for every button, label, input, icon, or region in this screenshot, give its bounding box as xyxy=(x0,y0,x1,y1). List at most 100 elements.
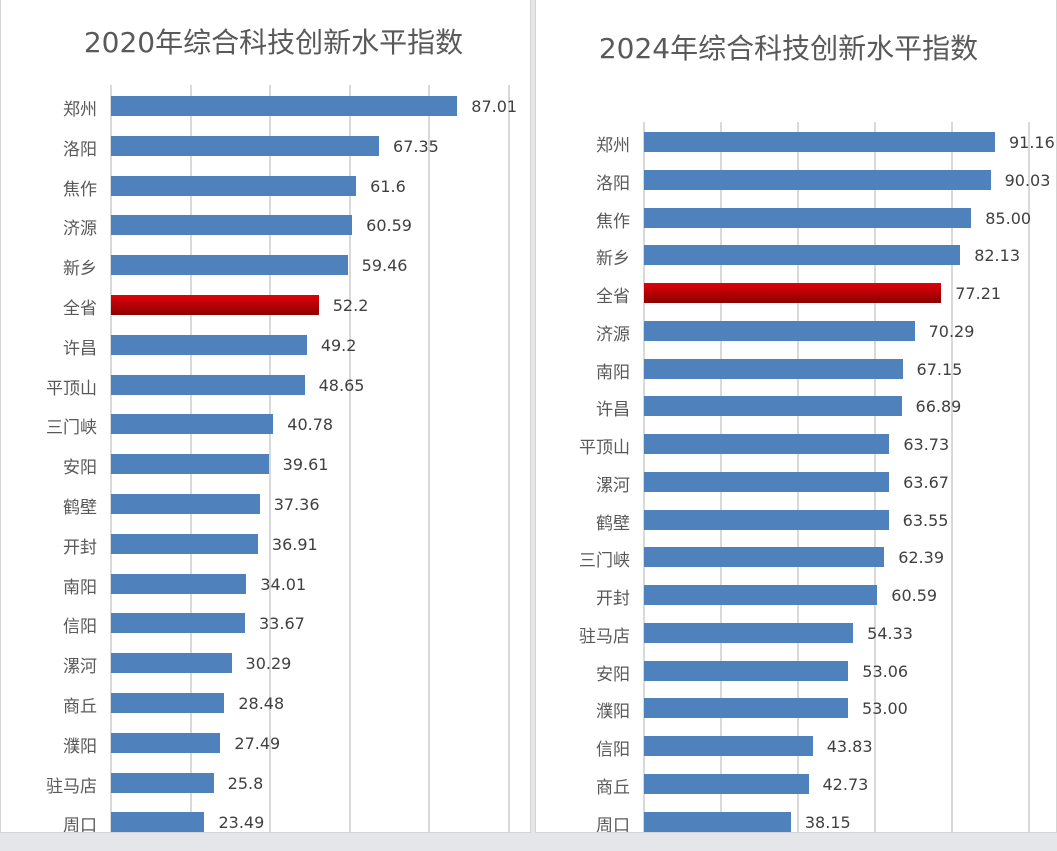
category-label: 濮阳 xyxy=(596,702,630,723)
data-label: 63.73 xyxy=(903,435,950,454)
category-label: 鹤壁 xyxy=(596,513,630,534)
bar xyxy=(644,358,903,379)
bar xyxy=(111,454,269,475)
bar xyxy=(111,334,307,355)
bar xyxy=(644,736,813,756)
bar xyxy=(644,207,972,228)
data-label: 87.01 xyxy=(471,97,518,116)
bar xyxy=(644,509,889,530)
category-label: 鹤壁 xyxy=(63,498,97,518)
data-label: 25.8 xyxy=(227,773,264,793)
category-label: 漯河 xyxy=(596,475,630,496)
chart-2020: 2020年综合科技创新水平指数 郑州 87.01 洛阳 67.35 焦作 61.6 济源 60… xyxy=(0,0,531,833)
bar xyxy=(644,434,890,454)
category-label: 南阳 xyxy=(63,577,97,598)
category-label: 驻马店 xyxy=(46,776,97,797)
bar xyxy=(111,573,247,594)
bar xyxy=(644,585,878,605)
category-label: 信阳 xyxy=(63,617,97,638)
data-label: 34.01 xyxy=(260,574,307,594)
data-label: 67.35 xyxy=(393,136,439,156)
category-label: 三门峡 xyxy=(46,418,97,439)
data-label: 38.15 xyxy=(804,812,851,832)
bar xyxy=(644,132,995,152)
data-label: 82.13 xyxy=(974,246,1020,266)
data-label: 49.2 xyxy=(320,335,357,355)
data-label: 52.2 xyxy=(332,296,369,315)
bar xyxy=(111,135,380,156)
data-label: 60.59 xyxy=(366,216,412,236)
category-label: 新乡 xyxy=(63,259,97,280)
bar xyxy=(111,812,205,832)
category-label: 安阳 xyxy=(596,664,630,685)
category-label: 周口 xyxy=(63,816,97,833)
gridline xyxy=(1028,122,1030,832)
data-label: 30.29 xyxy=(245,654,292,674)
category-label: 濮阳 xyxy=(63,736,97,757)
bar xyxy=(111,613,245,634)
bar xyxy=(644,245,961,266)
category-label: 许昌 xyxy=(63,338,97,359)
category-label: 安阳 xyxy=(63,458,97,479)
category-label: 驻马店 xyxy=(579,626,630,647)
category-label: 郑州 xyxy=(596,136,630,156)
gridline xyxy=(508,85,510,832)
data-label: 63.67 xyxy=(903,472,949,492)
bar xyxy=(111,374,305,395)
bar xyxy=(111,414,274,435)
data-label: 37.36 xyxy=(273,495,320,514)
category-label: 济源 xyxy=(596,324,630,345)
bar xyxy=(111,494,260,514)
category-label: 焦作 xyxy=(596,211,630,232)
bar xyxy=(111,772,214,793)
data-label: 90.03 xyxy=(1004,170,1051,190)
data-label: 53.00 xyxy=(862,699,908,719)
bar xyxy=(111,96,458,116)
category-label: 商丘 xyxy=(596,777,630,798)
gridline xyxy=(269,85,272,832)
category-label: 周口 xyxy=(596,815,630,833)
data-label: 70.29 xyxy=(928,321,975,341)
data-label: 63.55 xyxy=(902,510,949,530)
data-label: 59.46 xyxy=(361,256,408,276)
category-label: 洛阳 xyxy=(63,139,97,160)
bar xyxy=(111,175,357,196)
category-label: 三门峡 xyxy=(579,551,630,572)
category-label: 开封 xyxy=(63,537,97,558)
bar xyxy=(644,283,942,303)
category-label: 平顶山 xyxy=(46,378,97,399)
bar xyxy=(644,660,849,681)
data-label: 42.73 xyxy=(822,774,869,794)
category-label: 漯河 xyxy=(63,657,97,678)
bar xyxy=(644,622,854,643)
data-label: 66.89 xyxy=(915,397,962,417)
bar xyxy=(644,773,809,794)
category-label: 焦作 xyxy=(63,179,97,200)
data-label: 53.06 xyxy=(862,661,909,681)
data-label: 54.33 xyxy=(867,623,913,643)
bar xyxy=(644,471,890,492)
data-label: 48.65 xyxy=(318,375,365,395)
bar xyxy=(111,215,353,236)
category-label: 南阳 xyxy=(596,362,630,383)
gridline xyxy=(428,85,431,832)
bar xyxy=(111,533,258,554)
data-label: 33.67 xyxy=(259,614,305,634)
bar xyxy=(644,547,885,568)
bar xyxy=(111,732,221,753)
category-label: 济源 xyxy=(63,219,97,240)
category-label: 郑州 xyxy=(63,100,97,120)
data-label: 77.21 xyxy=(955,284,1002,303)
data-label: 60.59 xyxy=(891,586,938,605)
bar xyxy=(111,255,348,276)
data-label: 28.48 xyxy=(238,694,285,713)
data-label: 43.83 xyxy=(826,737,873,756)
bar xyxy=(111,693,225,713)
gridline xyxy=(348,85,351,832)
category-label: 商丘 xyxy=(63,697,97,717)
category-label: 平顶山 xyxy=(579,438,630,458)
category-label: 洛阳 xyxy=(596,173,630,194)
data-label: 85.00 xyxy=(985,208,1032,228)
bar xyxy=(644,396,902,417)
data-label: 67.15 xyxy=(916,359,963,379)
